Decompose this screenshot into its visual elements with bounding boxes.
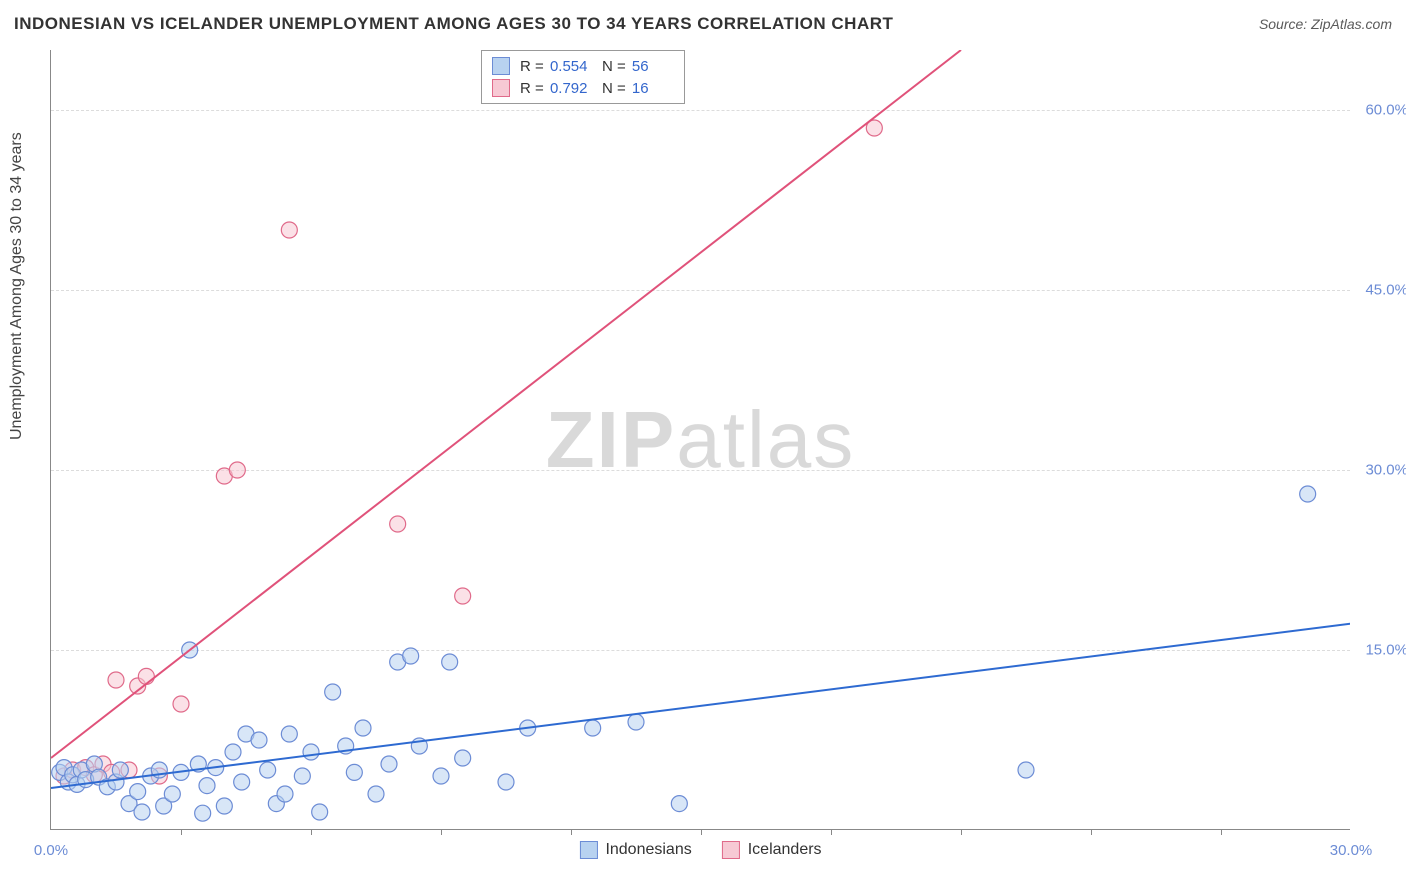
x-tick-mark	[181, 829, 182, 835]
swatch-series-a	[579, 841, 597, 859]
data-point	[234, 774, 250, 790]
scatter-plot-svg	[51, 50, 1350, 829]
data-point	[442, 654, 458, 670]
swatch-series-b	[492, 79, 510, 97]
swatch-series-b	[722, 841, 740, 859]
data-point	[164, 786, 180, 802]
data-point	[390, 516, 406, 532]
x-tick-mark	[831, 829, 832, 835]
data-point	[112, 762, 128, 778]
data-point	[628, 714, 644, 730]
x-tick-label: 0.0%	[34, 842, 68, 859]
data-point	[585, 720, 601, 736]
chart-plot-area: ZIPatlas R = 0.554 N = 56 R = 0.792 N = …	[50, 50, 1350, 830]
data-point	[1018, 762, 1034, 778]
data-point	[195, 805, 211, 821]
legend-label: Indonesians	[605, 841, 691, 859]
y-tick-label: 15.0%	[1365, 642, 1406, 659]
data-point	[455, 750, 471, 766]
data-point	[225, 744, 241, 760]
data-point	[108, 672, 124, 688]
data-point	[138, 668, 154, 684]
stats-row-a: R = 0.554 N = 56	[492, 55, 674, 77]
y-axis-label: Unemployment Among Ages 30 to 34 years	[8, 132, 26, 440]
stats-r-value: 0.792	[550, 80, 592, 97]
x-tick-label: 30.0%	[1330, 842, 1373, 859]
legend-item-b: Icelanders	[722, 841, 822, 859]
data-point	[281, 222, 297, 238]
data-point	[277, 786, 293, 802]
y-tick-label: 30.0%	[1365, 462, 1406, 479]
legend-item-a: Indonesians	[579, 841, 691, 859]
y-tick-label: 45.0%	[1365, 282, 1406, 299]
data-point	[199, 778, 215, 794]
data-point	[455, 588, 471, 604]
stats-r-label: R =	[520, 58, 544, 75]
data-point	[216, 798, 232, 814]
data-point	[368, 786, 384, 802]
trend-line	[51, 50, 961, 758]
data-point	[403, 648, 419, 664]
data-point	[1300, 486, 1316, 502]
data-point	[346, 764, 362, 780]
stats-r-label: R =	[520, 80, 544, 97]
stats-row-b: R = 0.792 N = 16	[492, 77, 674, 99]
data-point	[671, 796, 687, 812]
data-point	[173, 696, 189, 712]
x-tick-mark	[441, 829, 442, 835]
stats-n-label: N =	[602, 58, 626, 75]
data-point	[312, 804, 328, 820]
swatch-series-a	[492, 57, 510, 75]
x-tick-mark	[1221, 829, 1222, 835]
stats-legend-box: R = 0.554 N = 56 R = 0.792 N = 16	[481, 50, 685, 104]
data-point	[281, 726, 297, 742]
data-point	[294, 768, 310, 784]
data-point	[433, 768, 449, 784]
x-tick-mark	[1091, 829, 1092, 835]
stats-n-value: 16	[632, 80, 674, 97]
data-point	[134, 804, 150, 820]
data-point	[325, 684, 341, 700]
data-point	[303, 744, 319, 760]
trend-line	[51, 624, 1351, 788]
legend-label: Icelanders	[748, 841, 822, 859]
data-point	[130, 784, 146, 800]
data-point	[260, 762, 276, 778]
stats-r-value: 0.554	[550, 58, 592, 75]
data-point	[251, 732, 267, 748]
data-point	[381, 756, 397, 772]
y-tick-label: 60.0%	[1365, 102, 1406, 119]
bottom-legend: Indonesians Icelanders	[579, 841, 821, 859]
x-tick-mark	[701, 829, 702, 835]
x-tick-mark	[311, 829, 312, 835]
data-point	[355, 720, 371, 736]
stats-n-label: N =	[602, 80, 626, 97]
stats-n-value: 56	[632, 58, 674, 75]
chart-source: Source: ZipAtlas.com	[1259, 16, 1392, 32]
data-point	[498, 774, 514, 790]
data-point	[229, 462, 245, 478]
x-tick-mark	[961, 829, 962, 835]
x-tick-mark	[571, 829, 572, 835]
chart-title: INDONESIAN VS ICELANDER UNEMPLOYMENT AMO…	[14, 14, 893, 34]
